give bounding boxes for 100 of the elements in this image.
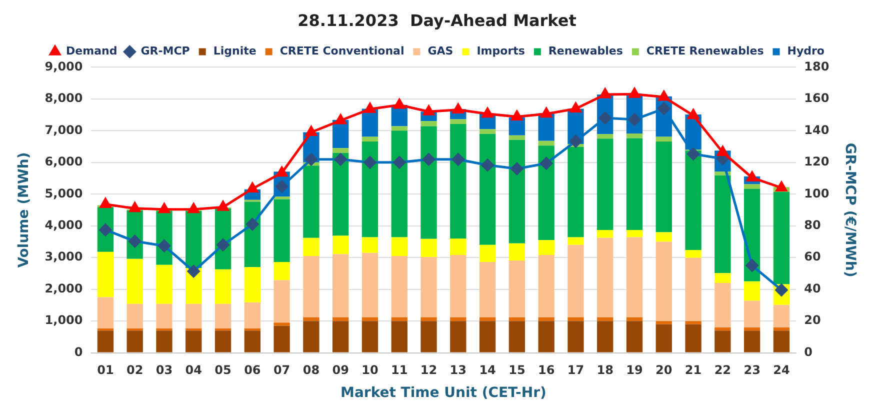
x-tick-label: 04 xyxy=(185,363,202,378)
bar xyxy=(568,317,584,322)
bar xyxy=(597,321,614,352)
bar xyxy=(656,242,672,322)
bar xyxy=(479,134,496,245)
point xyxy=(335,114,346,124)
legend-label: Imports xyxy=(476,44,526,58)
bar xyxy=(97,252,114,298)
point xyxy=(482,108,494,118)
point xyxy=(217,200,229,211)
bar xyxy=(508,243,526,260)
bar xyxy=(186,330,202,352)
point xyxy=(658,90,670,101)
bar xyxy=(332,148,349,153)
x-tick-label: 03 xyxy=(156,363,173,378)
bar xyxy=(626,230,643,238)
bar xyxy=(626,317,643,322)
bar xyxy=(332,254,349,318)
bar xyxy=(450,119,466,124)
point xyxy=(600,88,611,98)
y-tick-label: 3,000 xyxy=(44,250,83,264)
point xyxy=(540,108,552,118)
bar xyxy=(156,328,172,331)
x-tick-label: 17 xyxy=(567,363,584,378)
y2-tick-label: 180 xyxy=(804,59,830,74)
bar xyxy=(450,317,466,322)
bar xyxy=(274,199,290,262)
bar xyxy=(597,317,614,322)
bar xyxy=(744,281,760,301)
bar xyxy=(332,317,349,322)
x-axis-title: Market Time Unit (CET-Hr) xyxy=(340,385,546,402)
bar xyxy=(303,238,320,256)
bar xyxy=(656,141,672,232)
bar xyxy=(479,129,496,134)
bar xyxy=(479,244,496,262)
y-tick-label: 8,000 xyxy=(44,91,83,106)
bar xyxy=(597,230,614,238)
bar xyxy=(244,330,260,352)
bar xyxy=(626,134,643,138)
y-tick-label: 1,000 xyxy=(44,313,83,328)
bar xyxy=(656,232,672,242)
bar xyxy=(156,304,172,328)
bar xyxy=(773,327,790,331)
bar xyxy=(303,321,320,352)
bar xyxy=(362,141,378,238)
bar xyxy=(186,304,202,328)
bar xyxy=(391,237,408,256)
bar xyxy=(186,210,202,268)
x-tick-label: 18 xyxy=(596,363,614,378)
bar xyxy=(274,326,290,352)
bar xyxy=(568,321,584,352)
bar xyxy=(332,321,349,352)
bar xyxy=(597,138,614,230)
legend-label: CRETE Conventional xyxy=(280,44,404,58)
legend-label: CRETE Renewables xyxy=(646,44,764,58)
bar xyxy=(332,152,349,236)
point xyxy=(423,105,434,116)
bar xyxy=(714,273,731,283)
bar xyxy=(244,302,260,328)
bar xyxy=(538,146,554,240)
point xyxy=(776,182,788,192)
bar xyxy=(420,317,437,322)
y2-tick-label: 80 xyxy=(804,218,821,232)
bar xyxy=(508,317,526,322)
y2-tick-label: 60 xyxy=(804,250,821,264)
y2-tick-label: 40 xyxy=(804,281,821,296)
bar xyxy=(568,237,584,245)
bar xyxy=(626,138,643,230)
bar xyxy=(97,297,114,328)
legend-label: GR-MCP xyxy=(140,44,190,58)
point xyxy=(129,202,140,212)
y2-tick-label: 20 xyxy=(804,313,821,328)
point xyxy=(306,126,317,136)
bar xyxy=(156,330,172,352)
y2-tick-label: 120 xyxy=(804,154,830,169)
bar xyxy=(244,267,260,302)
bar xyxy=(303,256,320,318)
x-tick-label: 22 xyxy=(714,363,732,378)
bar xyxy=(538,321,554,352)
x-tick-label: 05 xyxy=(214,363,232,378)
y-tick-label: 4,000 xyxy=(44,218,83,232)
x-tick-label: 15 xyxy=(508,363,526,378)
bar xyxy=(744,330,760,352)
bar xyxy=(420,321,437,352)
y2-tick-label: 160 xyxy=(804,91,830,106)
point xyxy=(188,203,200,214)
bar xyxy=(773,304,790,328)
bar xyxy=(391,256,408,318)
point xyxy=(717,146,728,156)
x-tick-label: 14 xyxy=(479,363,496,378)
bar xyxy=(126,330,143,352)
bar xyxy=(97,330,114,352)
bar xyxy=(656,321,672,324)
bar xyxy=(597,238,614,318)
bar xyxy=(420,256,437,318)
bar xyxy=(568,244,584,318)
point xyxy=(511,110,523,120)
bar xyxy=(508,135,526,140)
bar xyxy=(538,140,554,146)
bar xyxy=(391,130,408,238)
